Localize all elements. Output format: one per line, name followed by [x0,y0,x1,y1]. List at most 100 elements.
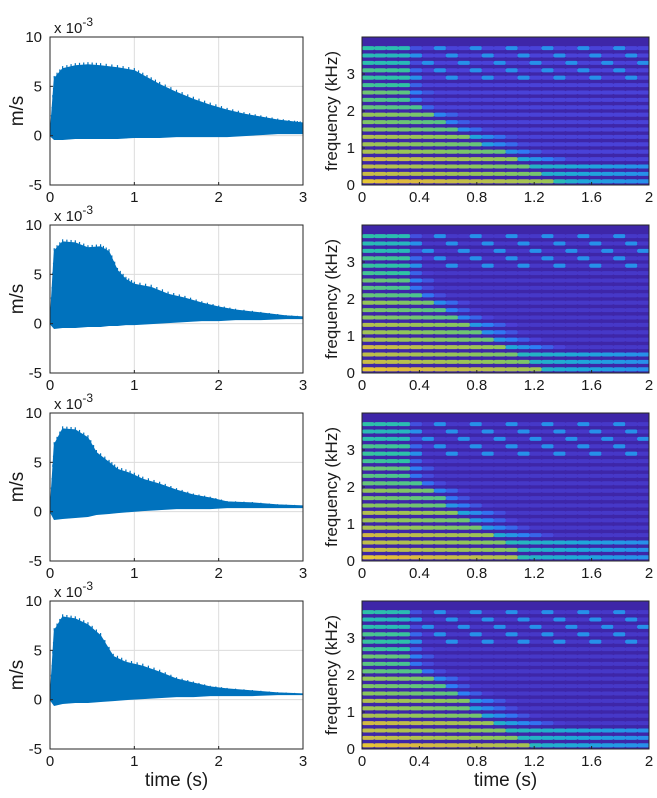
harmonic-band-cell [613,271,626,276]
harmonic-band-cell [625,617,638,622]
harmonic-band-cell [373,610,387,615]
harmonic-band-cell [529,691,542,696]
harmonic-band-cell [421,97,435,102]
harmonic-band-cell [553,112,566,117]
harmonic-band-cell [362,179,375,184]
harmonic-band-cell [601,271,614,276]
harmonic-band-cell [541,142,554,147]
harmonic-band-cell [433,713,447,718]
harmonic-band-cell [362,451,375,456]
harmonic-band-cell [637,654,649,659]
harmonic-band-cell [613,525,626,530]
harmonic-band-cell [625,481,638,486]
harmonic-band-cell [565,488,578,493]
harmonic-band-cell [421,271,435,276]
harmonic-band-cell [409,632,423,637]
harmonic-band-cell [481,271,495,276]
harmonic-band-cell [457,533,471,538]
harmonic-band-cell [421,359,435,364]
harmonic-band-cell [577,617,590,622]
harmonic-band-cell [362,112,375,117]
harmonic-band-cell [577,698,590,703]
harmonic-band-cell [565,83,578,88]
harmonic-band-cell [397,345,411,350]
x-tick-label: 1.6 [581,565,602,582]
harmonic-band-cell [541,466,554,471]
harmonic-band-cell [362,466,375,471]
harmonic-band-cell [397,451,411,456]
spectrogram-background [362,37,649,185]
harmonic-band-cell [362,503,375,508]
x-tick-label: 1 [130,565,138,582]
harmonic-band-cell [397,367,411,372]
harmonic-band-cell [565,97,578,102]
harmonic-band-cell [433,315,447,320]
spectrogram-background [362,225,649,373]
harmonic-band-cell [493,75,507,80]
harmonic-band-cell [445,481,459,486]
harmonic-band-cell [433,481,447,486]
harmonic-band-cell [373,359,387,364]
harmonic-band-cell [529,547,542,552]
harmonic-band-cell [589,112,602,117]
harmonic-band-cell [397,256,411,261]
harmonic-band-cell [529,735,542,740]
harmonic-band-cell [433,352,447,357]
harmonic-band-cell [409,684,423,689]
harmonic-band-cell [505,171,519,176]
harmonic-band-cell [637,735,649,740]
harmonic-band-cell [373,308,387,313]
harmonic-band-cell [589,164,602,169]
harmonic-band-cell [493,278,507,283]
harmonic-band-cell [541,429,554,434]
harmonic-band-cell [589,134,602,139]
harmonic-band-cell [481,83,495,88]
harmonic-band-cell [577,256,590,261]
harmonic-band-cell [613,171,626,176]
harmonic-band-cell [613,337,626,342]
harmonic-band-cell [625,743,638,748]
harmonic-band-cell [601,610,614,615]
harmonic-band-cell [362,271,375,276]
harmonic-band-cell [481,533,495,538]
harmonic-band-cell [397,503,411,508]
harmonic-band-cell [493,359,507,364]
harmonic-band-cell [493,330,507,335]
harmonic-band-cell [457,555,471,560]
harmonic-band-cell [385,105,399,110]
harmonic-band-cell [601,75,614,80]
x-tick-label: 0 [358,189,366,206]
harmonic-band-cell [457,444,471,449]
harmonic-band-cell [505,112,519,117]
harmonic-band-cell [589,293,602,298]
harmonic-band-cell [613,533,626,538]
harmonic-band-cell [577,142,590,147]
harmonic-band-cell [397,120,411,125]
harmonic-band-cell [613,75,626,80]
harmonic-band-cell [517,241,531,246]
harmonic-band-cell [493,735,507,740]
harmonic-band-cell [589,422,602,427]
harmonic-band-cell [577,241,590,246]
harmonic-band-cell [565,496,578,501]
harmonic-band-cell [553,691,566,696]
harmonic-band-cell [362,142,375,147]
harmonic-band-cell [553,466,566,471]
harmonic-band-cell [505,53,519,58]
harmonic-band-cell [625,285,638,290]
harmonic-band-cell [601,248,614,253]
harmonic-band-cell [541,444,554,449]
harmonic-band-cell [385,359,399,364]
harmonic-band-cell [637,728,649,733]
harmonic-band-cell [362,684,375,689]
harmonic-band-cell [553,639,566,644]
harmonic-band-cell [373,473,387,478]
harmonic-band-cell [613,134,626,139]
harmonic-band-cell [529,234,542,239]
harmonic-band-cell [493,83,507,88]
harmonic-band-cell [409,171,423,176]
harmonic-band-cell [445,669,459,674]
harmonic-band-cell [553,300,566,305]
harmonic-band-cell [481,164,495,169]
harmonic-band-cell [433,256,447,261]
